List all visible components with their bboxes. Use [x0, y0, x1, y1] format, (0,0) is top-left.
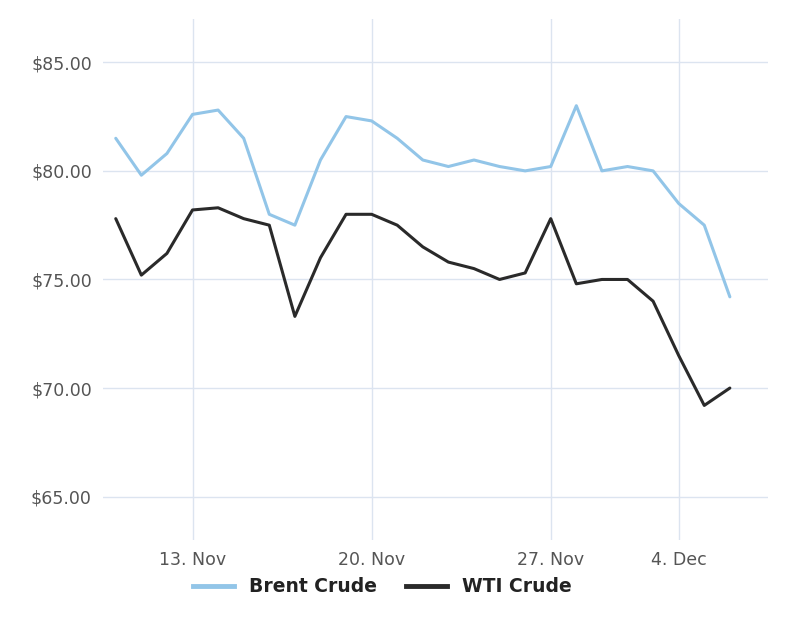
Legend: Brent Crude, WTI Crude: Brent Crude, WTI Crude: [185, 570, 579, 604]
